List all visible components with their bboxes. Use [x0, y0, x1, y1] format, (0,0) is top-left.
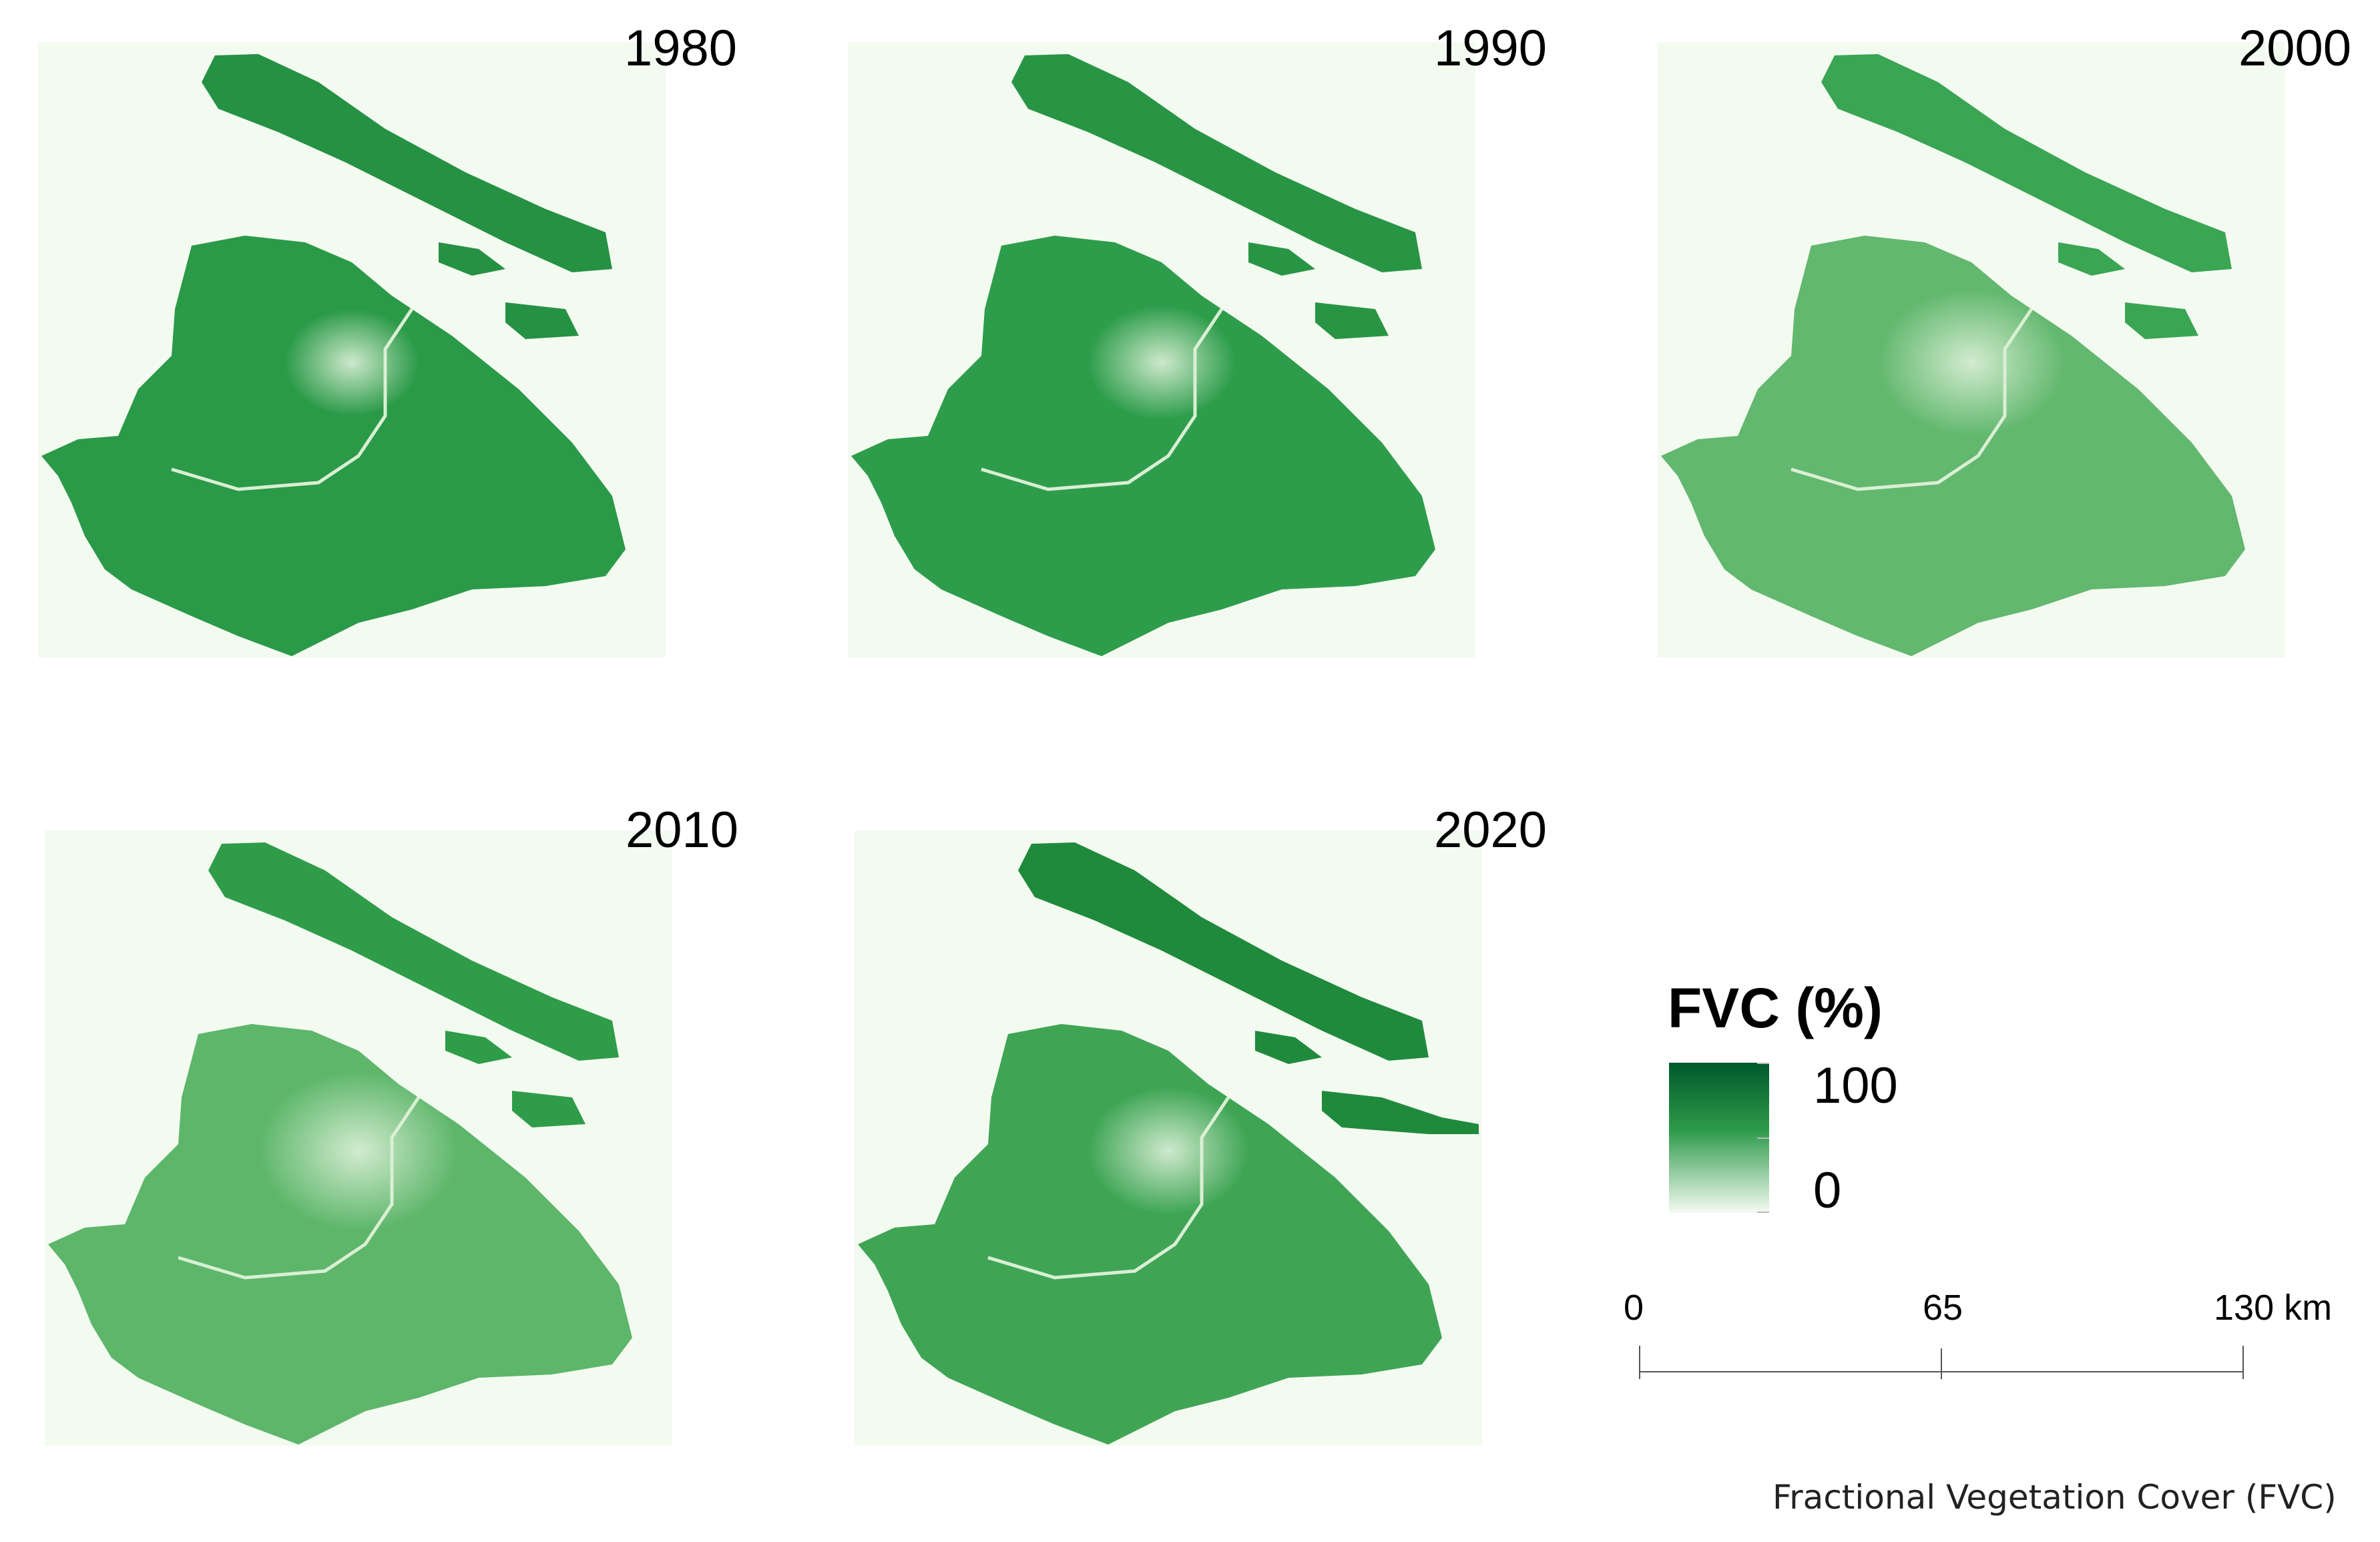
- hengsha-island: [1315, 302, 1389, 339]
- legend-min-label: 0: [1813, 1162, 1842, 1219]
- year-label-2010: 2010: [626, 802, 739, 858]
- chongming-island: [1011, 54, 1422, 272]
- hengsha-island: [512, 1091, 585, 1127]
- year-label-2020: 2020: [1434, 802, 1548, 858]
- map-panel-2020: 2020: [855, 802, 1547, 1446]
- legend-max-label: 100: [1813, 1057, 1898, 1114]
- year-label-1980: 1980: [624, 20, 738, 77]
- changxing-island: [1248, 242, 1315, 276]
- chongming-island: [1821, 54, 2232, 272]
- huangpu-river: [1791, 308, 2034, 491]
- huangpu-river: [171, 308, 414, 491]
- figure-footer: Fractional Vegetation Cover (FVC): [1772, 1478, 2337, 1517]
- changxing-island: [1255, 1031, 1322, 1064]
- urban-core: [285, 309, 419, 416]
- urban-core: [1088, 306, 1235, 419]
- map-panel-1990: 1990: [848, 20, 1547, 658]
- map-2020: [855, 830, 1482, 1446]
- hengsha-island: [505, 302, 579, 339]
- map-panel-2010: 2010: [45, 802, 738, 1446]
- map-panel-1980: 1980: [38, 20, 737, 658]
- legend-title: FVC (%): [1668, 977, 1883, 1039]
- shanghai-mainland: [41, 236, 626, 656]
- chongming-island: [202, 54, 612, 272]
- huangpu-river: [981, 308, 1224, 491]
- shanghai-mainland: [1661, 236, 2245, 656]
- map-2000: [1658, 42, 2285, 658]
- legend-tick-top: [1757, 1063, 1769, 1064]
- huangpu-river: [987, 1096, 1230, 1280]
- urban-core: [258, 1071, 459, 1231]
- chongming-island: [208, 842, 619, 1061]
- chongming-island: [1018, 842, 1429, 1061]
- shanghai-mainland: [851, 236, 1435, 656]
- huangpu-river: [178, 1096, 421, 1280]
- scale-bar: [1639, 1346, 2244, 1379]
- scale-label-0: 0: [1624, 1288, 1644, 1328]
- legend-tick-mid: [1757, 1137, 1769, 1139]
- map-panel-2000: 2000: [1658, 20, 2351, 658]
- urban-core: [1088, 1087, 1248, 1214]
- scale-label-65: 65: [1923, 1288, 1963, 1328]
- map-2010: [45, 830, 672, 1446]
- hengsha-island: [2125, 302, 2198, 339]
- legend-tick-bottom: [1757, 1212, 1769, 1213]
- changxing-island: [445, 1031, 512, 1064]
- changxing-island: [439, 242, 505, 276]
- year-label-1990: 1990: [1434, 20, 1548, 77]
- changxing-island: [2058, 242, 2125, 276]
- urban-core: [1878, 289, 2065, 436]
- map-1980: [38, 42, 666, 658]
- shanghai-mainland: [48, 1024, 632, 1445]
- scale-label-130: 130 km: [2214, 1288, 2333, 1328]
- legend-color-ramp: [1669, 1063, 1769, 1213]
- map-1990: [848, 42, 1475, 658]
- year-label-2000: 2000: [2238, 20, 2352, 77]
- shanghai-mainland: [858, 1024, 1442, 1445]
- hengsha-island: [1322, 1091, 1479, 1134]
